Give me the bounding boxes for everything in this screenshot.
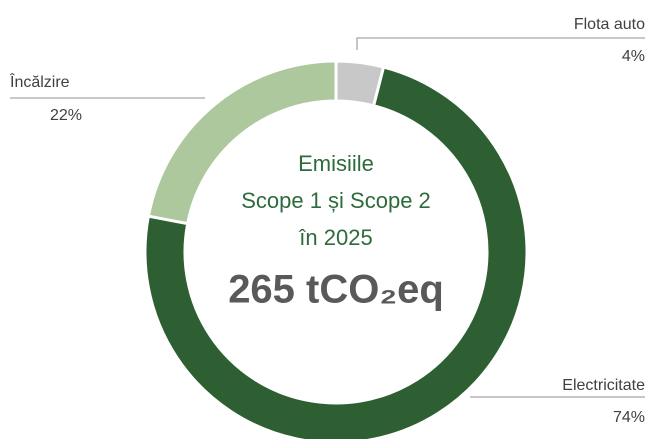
category-label: Flota auto (574, 16, 645, 33)
donut-segment (143, 65, 529, 439)
donut-segment (334, 59, 386, 108)
value-label: 4% (622, 48, 645, 65)
center-title-line: Emisiile (298, 151, 374, 176)
leader-line (356, 37, 645, 50)
value-label: 22% (50, 107, 82, 124)
category-label: Încălzire (9, 72, 70, 91)
center-value: 265 tCO₂eq (228, 268, 444, 312)
value-label: 74% (613, 409, 645, 426)
center-title-line: Scope 1 și Scope 2 (241, 188, 431, 213)
category-label: Electricitate (562, 377, 645, 394)
center-title-line: în 2025 (298, 225, 372, 250)
